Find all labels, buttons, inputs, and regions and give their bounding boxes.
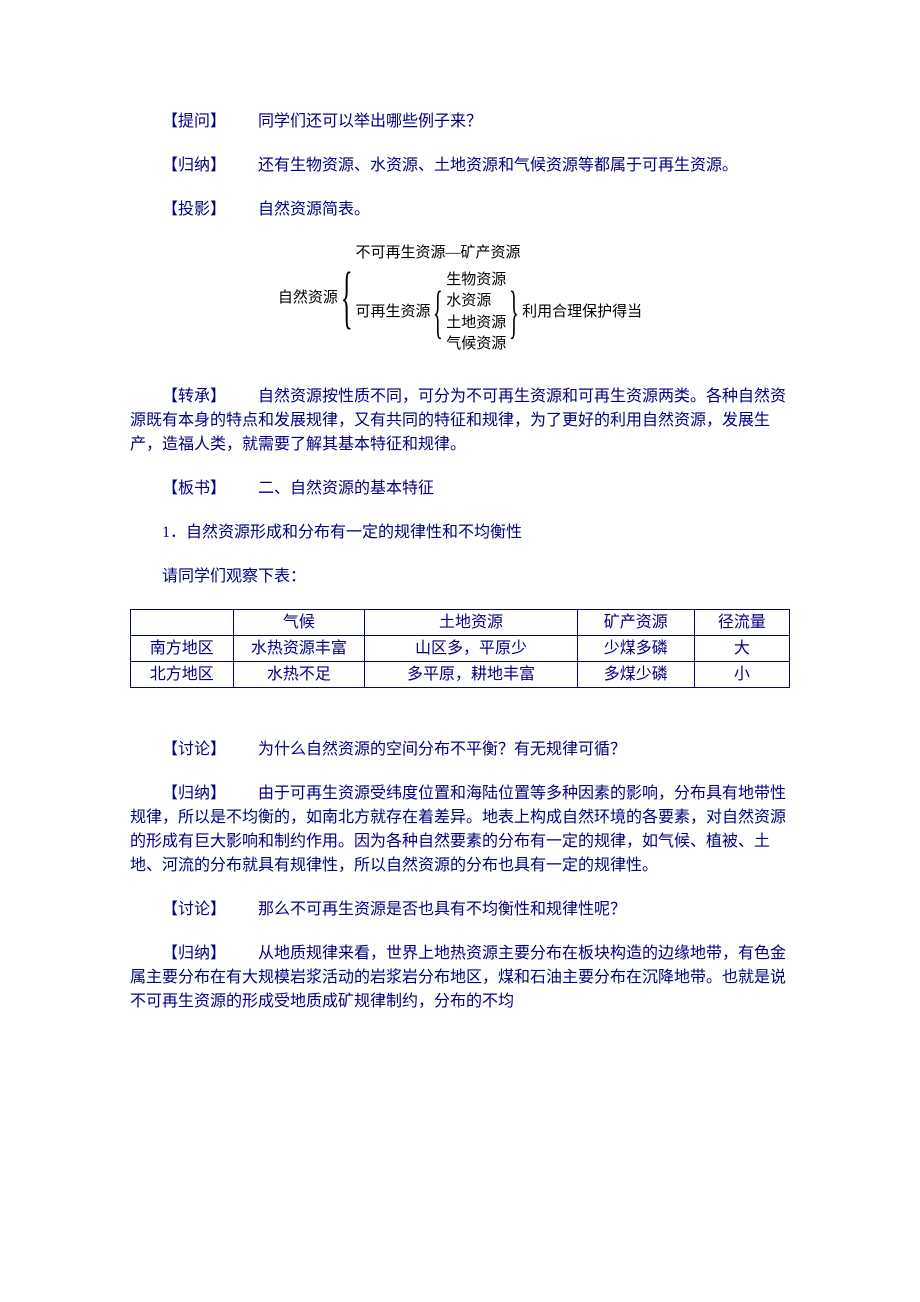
text-guina-3: 从地质规律来看，世界上地热资源主要分布在板块构造的边缘地带，有色金属主要分布在有… [130,945,786,1010]
para-zhuancheng: 【转承】自然资源按性质不同，可分为不可再生资源和可再生资源两类。各种自然资源既有… [130,385,790,457]
brace-icon: } [509,289,519,335]
text-taolun-2: 那么不可再生资源是否也具有不均衡性和规律性呢？ [258,901,626,918]
table-row: 南方地区 水热资源丰富 山区多，平原少 少煤多磷 大 [131,635,790,661]
para-observe: 请同学们观察下表： [130,565,790,589]
label-tiwen: 【提问】 [162,113,226,130]
brace-icon: { [341,270,353,326]
para-taolun-2: 【讨论】 那么不可再生资源是否也具有不均衡性和规律性呢？ [130,898,790,922]
diagram-branch-2: 可再生资源 { 生物资源 水资源 土地资源 气候资源 } 利用合理保护得当 [355,271,642,355]
table-cell: 大 [694,635,789,661]
table-cell: 水热资源丰富 [233,635,365,661]
diagram-root: 自然资源 [278,287,338,310]
brace-icon: { [434,289,444,335]
table-cell: 南方地区 [131,635,234,661]
table-cell: 水热不足 [233,661,365,687]
table-header: 气候 [233,609,365,635]
table-row: 北方地区 水热不足 多平原，耕地丰富 多煤少磷 小 [131,661,790,687]
table-row: 气候 土地资源 矿产资源 径流量 [131,609,790,635]
diagram-item: 土地资源 [446,314,506,334]
text-guina-2: 由于可再生资源受纬度位置和海陆位置等多种因素的影响，分布具有地带性规律，所以是不… [130,785,786,874]
para-guina-2: 【归纳】由于可再生资源受纬度位置和海陆位置等多种因素的影响，分布具有地带性规律，… [130,782,790,878]
diagram-note: 利用合理保护得当 [522,301,642,324]
text-touying: 自然资源简表。 [258,201,370,218]
para-question: 【提问】 同学们还可以举出哪些例子来？ [130,110,790,134]
para-banshu: 【板书】 二、自然资源的基本特征 [130,477,790,501]
label-banshu: 【板书】 [162,480,226,497]
diagram-branch-2-label: 可再生资源 [355,301,430,324]
table-header: 土地资源 [365,609,577,635]
label-guina: 【归纳】 [162,157,226,174]
text-banshu: 二、自然资源的基本特征 [258,480,434,497]
label-taolun: 【讨论】 [162,741,226,758]
diagram-branch-1: 不可再生资源—矿产资源 [355,242,642,265]
table-cell: 多平原，耕地丰富 [365,661,577,687]
table-cell: 小 [694,661,789,687]
text-zhuancheng: 自然资源按性质不同，可分为不可再生资源和可再生资源两类。各种自然资源既有本身的特… [130,388,786,453]
diagram-sub-items: 生物资源 水资源 土地资源 气候资源 [446,271,506,355]
diagram-branches: 不可再生资源—矿产资源 可再生资源 { 生物资源 水资源 土地资源 气候资源 }… [355,242,642,355]
diagram-item: 气候资源 [446,335,506,355]
label-guina: 【归纳】 [162,945,226,962]
para-taolun-1: 【讨论】 为什么自然资源的空间分布不平衡？有无规律可循？ [130,738,790,762]
table-header: 径流量 [694,609,789,635]
resource-diagram: 自然资源 { 不可再生资源—矿产资源 可再生资源 { 生物资源 水资源 土地资源… [130,242,790,355]
label-touying: 【投影】 [162,201,226,218]
label-guina: 【归纳】 [162,785,226,802]
table-cell: 少煤多磷 [577,635,694,661]
label-zhuancheng: 【转承】 [162,388,226,405]
para-guina-3: 【归纳】从地质规律来看，世界上地热资源主要分布在板块构造的边缘地带，有色金属主要… [130,942,790,1014]
text-taolun-1: 为什么自然资源的空间分布不平衡？有无规律可循？ [258,741,626,758]
diagram-item: 生物资源 [446,271,506,291]
table-cell: 北方地区 [131,661,234,687]
para-guina-1: 【归纳】 还有生物资源、水资源、土地资源和气候资源等都属于可再生资源。 [130,154,790,178]
comparison-table: 气候 土地资源 矿产资源 径流量 南方地区 水热资源丰富 山区多，平原少 少煤多… [130,609,790,689]
text-guina-1: 还有生物资源、水资源、土地资源和气候资源等都属于可再生资源。 [258,157,738,174]
table-cell: 山区多，平原少 [365,635,577,661]
table-header: 矿产资源 [577,609,694,635]
text-q1: 同学们还可以举出哪些例子来？ [258,113,482,130]
table-header [131,609,234,635]
para-touying: 【投影】 自然资源简表。 [130,198,790,222]
diagram-item: 水资源 [446,292,506,312]
table-cell: 多煤少磷 [577,661,694,687]
para-point-1: 1．自然资源形成和分布有一定的规律性和不均衡性 [130,521,790,545]
label-taolun: 【讨论】 [162,901,226,918]
